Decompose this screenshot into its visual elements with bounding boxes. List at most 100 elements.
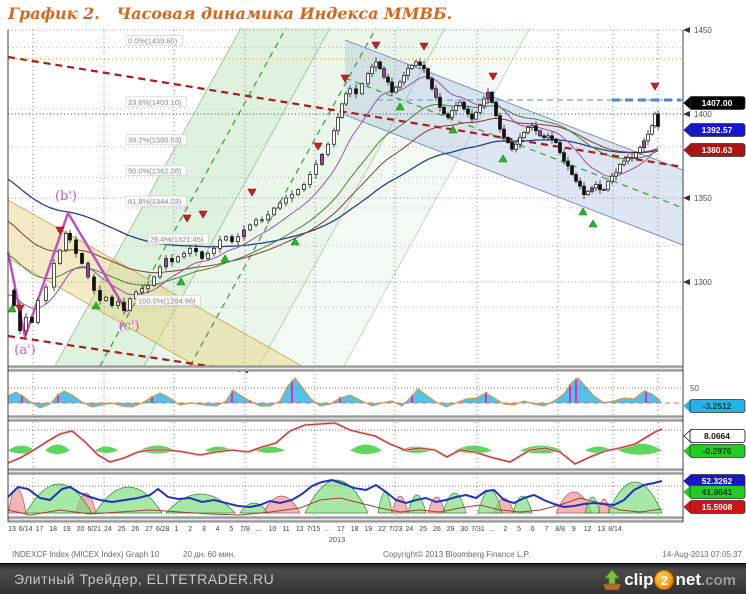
candle-body	[518, 137, 522, 145]
candle-body	[272, 207, 276, 216]
candle-body	[370, 66, 374, 75]
price-badge	[689, 429, 746, 443]
candle-body	[176, 256, 180, 263]
x-axis-label: 7/8	[240, 526, 250, 533]
site-link[interactable]: Элитный Трейдер, ELITETRADER.RU	[14, 571, 275, 587]
candle-body	[538, 130, 542, 137]
candle-body	[482, 98, 486, 106]
buy-signal-icon	[578, 207, 588, 216]
candle-body	[336, 117, 340, 132]
x-axis-label: 8/8	[555, 526, 565, 533]
candle-body	[526, 127, 530, 133]
x-axis-label: 19	[63, 526, 71, 533]
x-axis-label: 22	[378, 526, 386, 533]
candle-body	[326, 143, 330, 155]
candle-body	[128, 298, 132, 311]
candle-body	[550, 135, 554, 140]
candle-body	[430, 78, 434, 90]
candle-body	[442, 106, 446, 115]
candle-body	[30, 316, 34, 323]
candle-body	[354, 88, 358, 95]
price-badge	[689, 500, 746, 514]
x-axis-label: 30	[460, 526, 468, 533]
candle-body	[470, 113, 474, 120]
fib-label-box	[125, 134, 187, 146]
candle-body	[308, 174, 312, 185]
candle-body	[406, 68, 410, 76]
candle-body	[506, 137, 510, 143]
channel-border	[344, 114, 684, 246]
candle-body	[378, 61, 382, 69]
axis-tick-arrow-icon	[683, 279, 690, 285]
x-axis-label: 26	[433, 526, 441, 533]
candle-body	[656, 113, 660, 127]
candle-body	[394, 86, 398, 93]
x-axis-label: 7/31	[471, 526, 485, 533]
buy-signal-icon	[91, 301, 101, 310]
x-axis-label: 13	[8, 526, 16, 533]
x-axis-label: 18	[351, 526, 359, 533]
logo-two-badge: 2	[654, 570, 675, 590]
x-axis-label: 2	[503, 526, 507, 533]
clip2net-logo[interactable]: clip 2 net .com	[600, 567, 736, 593]
candle-body	[188, 248, 192, 254]
candle-body	[618, 164, 622, 174]
x-axis-label: 25	[118, 526, 126, 533]
x-axis-label: 1	[175, 526, 179, 533]
buy-signal-icon	[220, 254, 230, 263]
x-axis-label: 20	[77, 526, 85, 533]
price-axis-label: 1300	[694, 278, 712, 287]
trend-line	[7, 334, 249, 374]
logo-tld: .com	[700, 571, 736, 589]
stochastic-mound	[584, 496, 601, 514]
stochastic-k-line	[7, 478, 663, 509]
channel-midline	[99, 27, 287, 367]
candle-body	[534, 125, 538, 132]
x-axis-label: 19	[364, 526, 372, 533]
candle-body	[478, 105, 482, 113]
x-axis-label: 5	[517, 526, 521, 533]
candle-body	[614, 172, 618, 177]
buy-signal-icon	[588, 219, 598, 228]
candle-body	[462, 101, 466, 110]
candle-body	[366, 73, 370, 85]
candle-body	[254, 219, 258, 226]
candle-body	[116, 301, 120, 306]
price-badge-value: 1380.63	[702, 145, 733, 155]
x-axis-label: 18	[49, 526, 57, 533]
candle-body	[206, 253, 210, 259]
candle-body	[586, 190, 590, 195]
candle-body	[344, 93, 348, 105]
sell-signal-icon	[488, 72, 498, 81]
fib-label: 0.0%(1439.60)	[128, 36, 178, 45]
price-badge-value: 1392.57	[702, 125, 733, 135]
candle-body	[236, 236, 240, 243]
x-axis-label: ...	[256, 526, 262, 533]
x-axis-label: 24	[104, 526, 112, 533]
macd-blob	[618, 443, 662, 455]
candle-body	[434, 88, 438, 98]
candle-body	[36, 300, 40, 323]
candle-body	[340, 103, 344, 118]
candle-body	[498, 115, 502, 130]
axis-tick-arrow-icon	[683, 111, 690, 117]
axis-tick-arrow-icon	[683, 27, 690, 33]
macd-blob	[8, 445, 35, 454]
price-badge	[689, 399, 746, 413]
x-axis-label: 17	[36, 526, 44, 533]
candle-body	[44, 286, 48, 301]
candle-body	[410, 64, 414, 69]
price-badge-value: -3.2512	[703, 401, 732, 411]
momentum-line-glow	[7, 421, 663, 466]
fib-label-box	[135, 294, 201, 306]
candle-body	[574, 174, 578, 182]
candle-body	[92, 276, 96, 291]
candle-body	[554, 138, 558, 143]
x-axis-label: 29	[447, 526, 455, 533]
x-axis-label: 6/28	[156, 526, 170, 533]
macd-blob	[350, 444, 382, 455]
candle-body	[606, 180, 610, 190]
candle-body	[146, 285, 150, 290]
candle-body	[646, 133, 650, 142]
